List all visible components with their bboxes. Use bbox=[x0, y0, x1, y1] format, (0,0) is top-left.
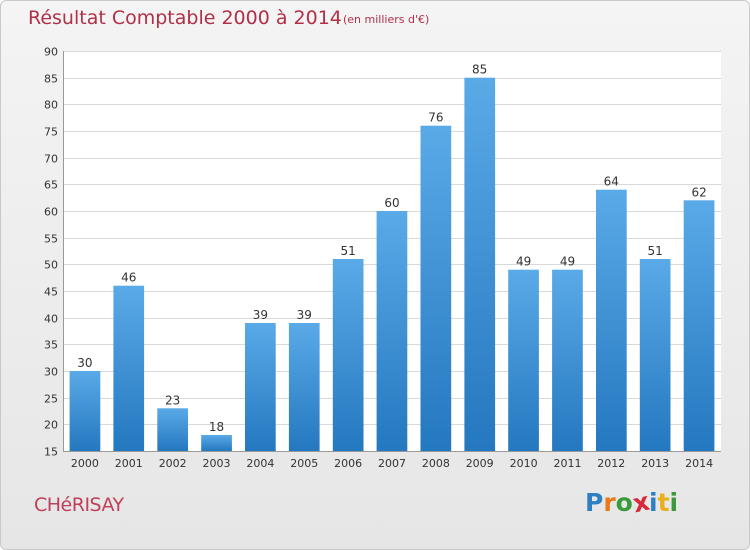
data-label-2002: 23 bbox=[165, 393, 180, 407]
data-label-2010: 49 bbox=[516, 255, 531, 269]
x-tick-label-2006: 2006 bbox=[334, 457, 362, 470]
x-tick-label-2008: 2008 bbox=[422, 457, 450, 470]
y-tick-label: 40 bbox=[44, 313, 58, 326]
logo-letter: P bbox=[585, 488, 604, 517]
x-tick-label-2011: 2011 bbox=[554, 457, 582, 470]
bar-2013 bbox=[639, 259, 671, 451]
chart-subtitle: (en milliers d'€) bbox=[343, 13, 430, 26]
x-tick-label-2000: 2000 bbox=[71, 457, 99, 470]
data-label-2007: 60 bbox=[384, 196, 399, 210]
data-label-2000: 30 bbox=[77, 356, 92, 370]
x-tick-label-2007: 2007 bbox=[378, 457, 406, 470]
logo-letter: t bbox=[657, 488, 670, 517]
x-tick-label-2001: 2001 bbox=[115, 457, 143, 470]
data-label-2001: 46 bbox=[121, 271, 136, 285]
x-tick-label-2014: 2014 bbox=[685, 457, 713, 470]
x-tick-label-2003: 2003 bbox=[203, 457, 231, 470]
commune-name: CHéRISAY bbox=[34, 494, 124, 516]
bar-2014 bbox=[683, 200, 715, 451]
bar-2007 bbox=[376, 211, 408, 451]
logo-letter: o bbox=[615, 488, 633, 517]
bar-2009 bbox=[464, 77, 496, 451]
y-tick-label: 15 bbox=[44, 446, 58, 459]
bar-2003 bbox=[201, 435, 232, 451]
data-label-2009: 85 bbox=[472, 63, 487, 77]
proxiti-logo: Proxiti bbox=[585, 487, 679, 519]
chart-title: Résultat Comptable 2000 à 2014 bbox=[28, 7, 342, 29]
y-tick-label: 50 bbox=[44, 259, 58, 272]
y-tick-label: 60 bbox=[44, 206, 58, 219]
data-label-2006: 51 bbox=[340, 244, 355, 258]
bar-2010 bbox=[508, 269, 539, 451]
y-tick-label: 55 bbox=[44, 233, 58, 246]
data-label-2005: 39 bbox=[297, 308, 312, 322]
x-tick-label-2010: 2010 bbox=[510, 457, 538, 470]
y-tick-label: 45 bbox=[44, 286, 58, 299]
data-label-2014: 62 bbox=[691, 185, 706, 199]
y-tick-label: 80 bbox=[44, 99, 58, 112]
data-label-2004: 39 bbox=[253, 308, 268, 322]
data-label-2003: 18 bbox=[209, 420, 224, 434]
bar-2001 bbox=[113, 285, 145, 451]
bar-2000 bbox=[69, 371, 101, 451]
y-tick-label: 90 bbox=[44, 46, 58, 59]
y-tick-label: 20 bbox=[44, 419, 58, 432]
bar-2011 bbox=[552, 269, 583, 451]
y-tick-label: 70 bbox=[44, 153, 58, 166]
data-label-2008: 76 bbox=[428, 111, 443, 125]
x-tick-label-2009: 2009 bbox=[466, 457, 494, 470]
bar-2012 bbox=[596, 189, 627, 451]
bar-2004 bbox=[245, 323, 276, 451]
y-tick-label: 30 bbox=[44, 366, 58, 379]
x-tick-label-2012: 2012 bbox=[597, 457, 625, 470]
bar-2005 bbox=[288, 323, 320, 451]
logo-letter: i bbox=[649, 488, 658, 517]
logo-letter: r bbox=[603, 488, 616, 517]
data-label-2012: 64 bbox=[604, 175, 619, 189]
y-tick-label: 35 bbox=[44, 339, 58, 352]
y-tick-label: 75 bbox=[44, 126, 58, 139]
logo-letter: i bbox=[669, 488, 679, 517]
y-tick-label: 65 bbox=[44, 179, 58, 192]
data-label-2013: 51 bbox=[648, 244, 663, 258]
x-tick-label-2002: 2002 bbox=[159, 457, 187, 470]
bar-2002 bbox=[157, 408, 188, 451]
y-tick-label: 85 bbox=[44, 73, 58, 86]
x-tick-label-2013: 2013 bbox=[641, 457, 669, 470]
bar-2008 bbox=[420, 125, 452, 451]
x-tick-label-2004: 2004 bbox=[246, 457, 274, 470]
data-label-2011: 49 bbox=[560, 255, 575, 269]
x-tick-label-2005: 2005 bbox=[290, 457, 318, 470]
y-tick-label: 25 bbox=[44, 393, 58, 406]
bar-2006 bbox=[332, 259, 364, 451]
